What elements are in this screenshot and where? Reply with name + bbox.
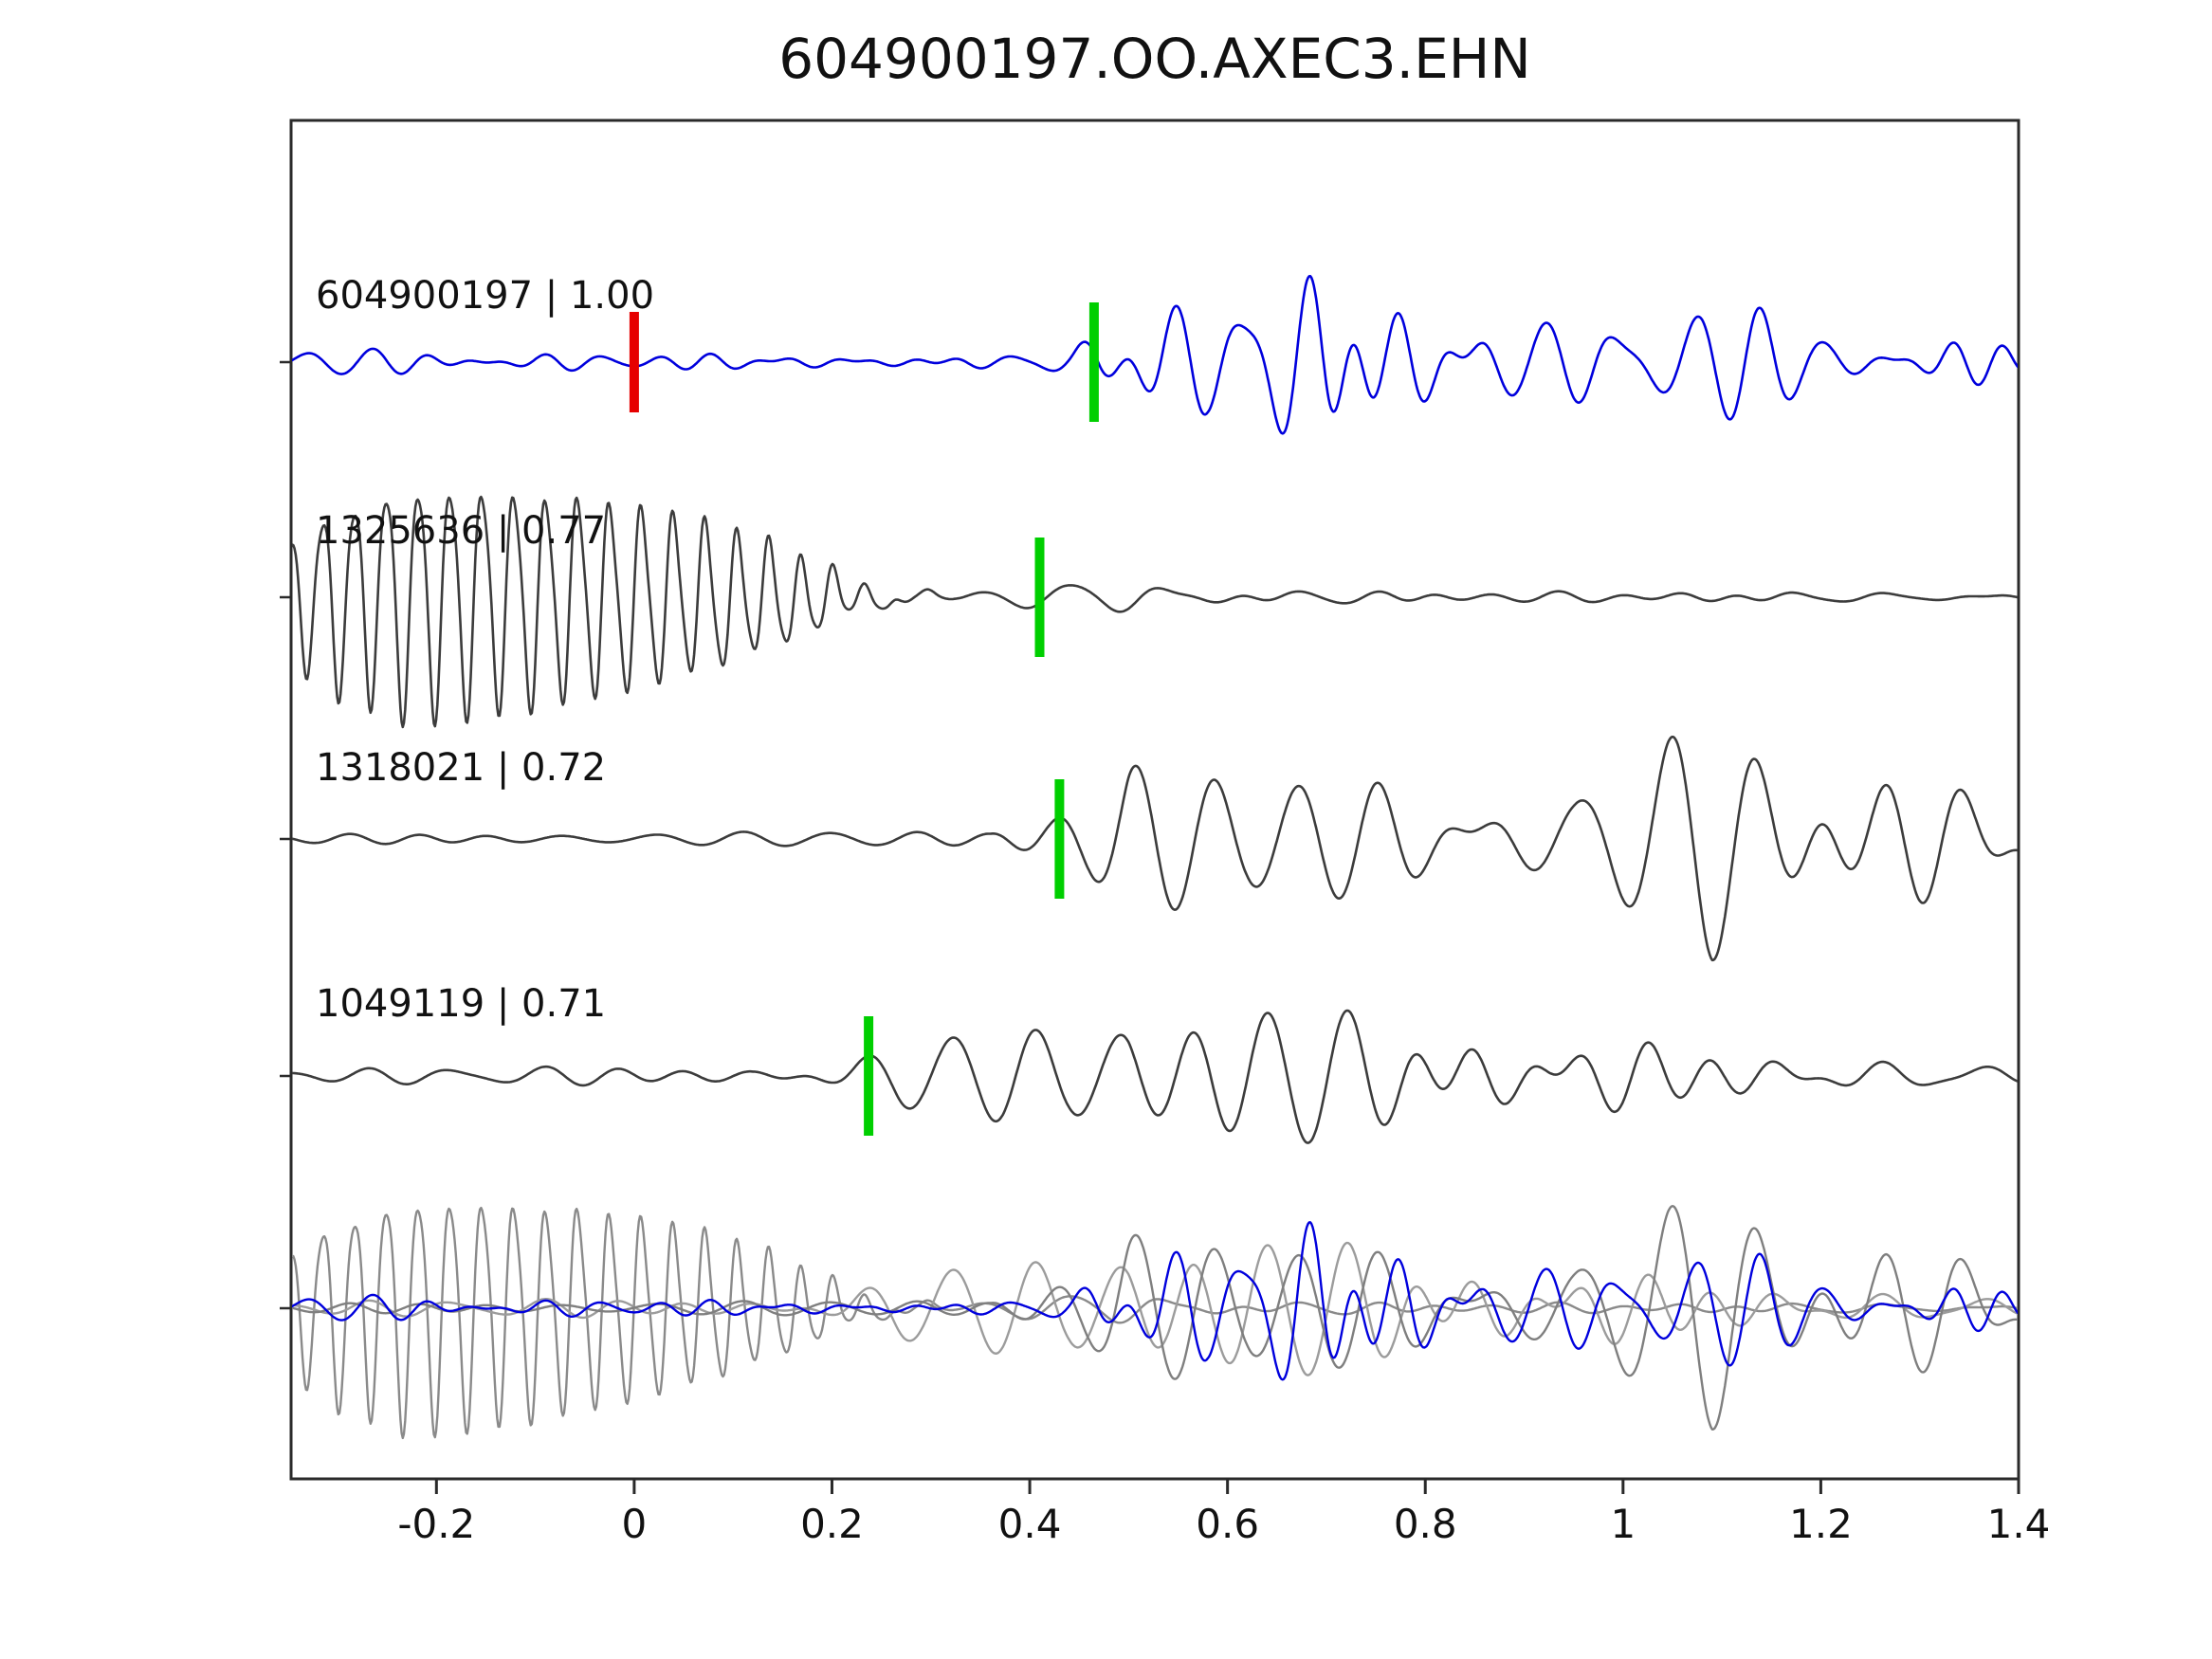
x-tick-label: 0.8 <box>1394 1501 1457 1547</box>
pick-markers <box>629 302 1099 1136</box>
green-pick-marker-1049119 <box>864 1016 874 1136</box>
x-tick-label: 0.6 <box>1196 1501 1259 1547</box>
x-tick-label: 1.2 <box>1789 1501 1853 1547</box>
x-tick-label: 0.2 <box>800 1501 864 1547</box>
trace-1318021 <box>292 735 2018 962</box>
x-tick-label: 1 <box>1610 1501 1636 1547</box>
axis-ticks <box>280 360 2020 1494</box>
red-pick-marker-604900197 <box>629 312 639 412</box>
waveform-traces <box>292 274 2018 1440</box>
trace-label-3: 1318021 | 0.72 <box>316 746 606 790</box>
overlay-trace-1318021 <box>292 1205 2018 1431</box>
trace-604900197 <box>292 274 2018 435</box>
x-tick-label: 1.4 <box>1987 1501 2051 1547</box>
trace-label-2: 1325636 | 0.77 <box>316 509 606 553</box>
chart-title: 604900197.OO.AXEC3.EHN <box>778 27 1530 91</box>
green-pick-marker-1318021 <box>1054 779 1065 899</box>
green-pick-marker-604900197 <box>1088 302 1099 422</box>
trace-label-1: 604900197 | 1.00 <box>316 274 654 318</box>
trace-1049119 <box>292 1009 2018 1144</box>
x-tick-label: 0 <box>622 1501 648 1547</box>
overlay-trace-604900197 <box>292 1221 2018 1381</box>
trace-labels: 604900197 | 1.00 1325636 | 0.77 1318021 … <box>316 274 654 1026</box>
x-tick-labels: -0.2 0 0.2 0.4 0.6 0.8 1 1.2 1.4 <box>397 1501 2050 1547</box>
green-pick-marker-1325636 <box>1034 538 1045 657</box>
trace-label-4: 1049119 | 0.71 <box>316 982 606 1026</box>
trace-1325636 <box>292 495 2018 729</box>
x-tick-label: 0.4 <box>998 1501 1062 1547</box>
overlay-trace-1049119 <box>292 1241 2018 1376</box>
plot-box <box>289 118 2020 1481</box>
x-tick-label: -0.2 <box>397 1501 475 1547</box>
